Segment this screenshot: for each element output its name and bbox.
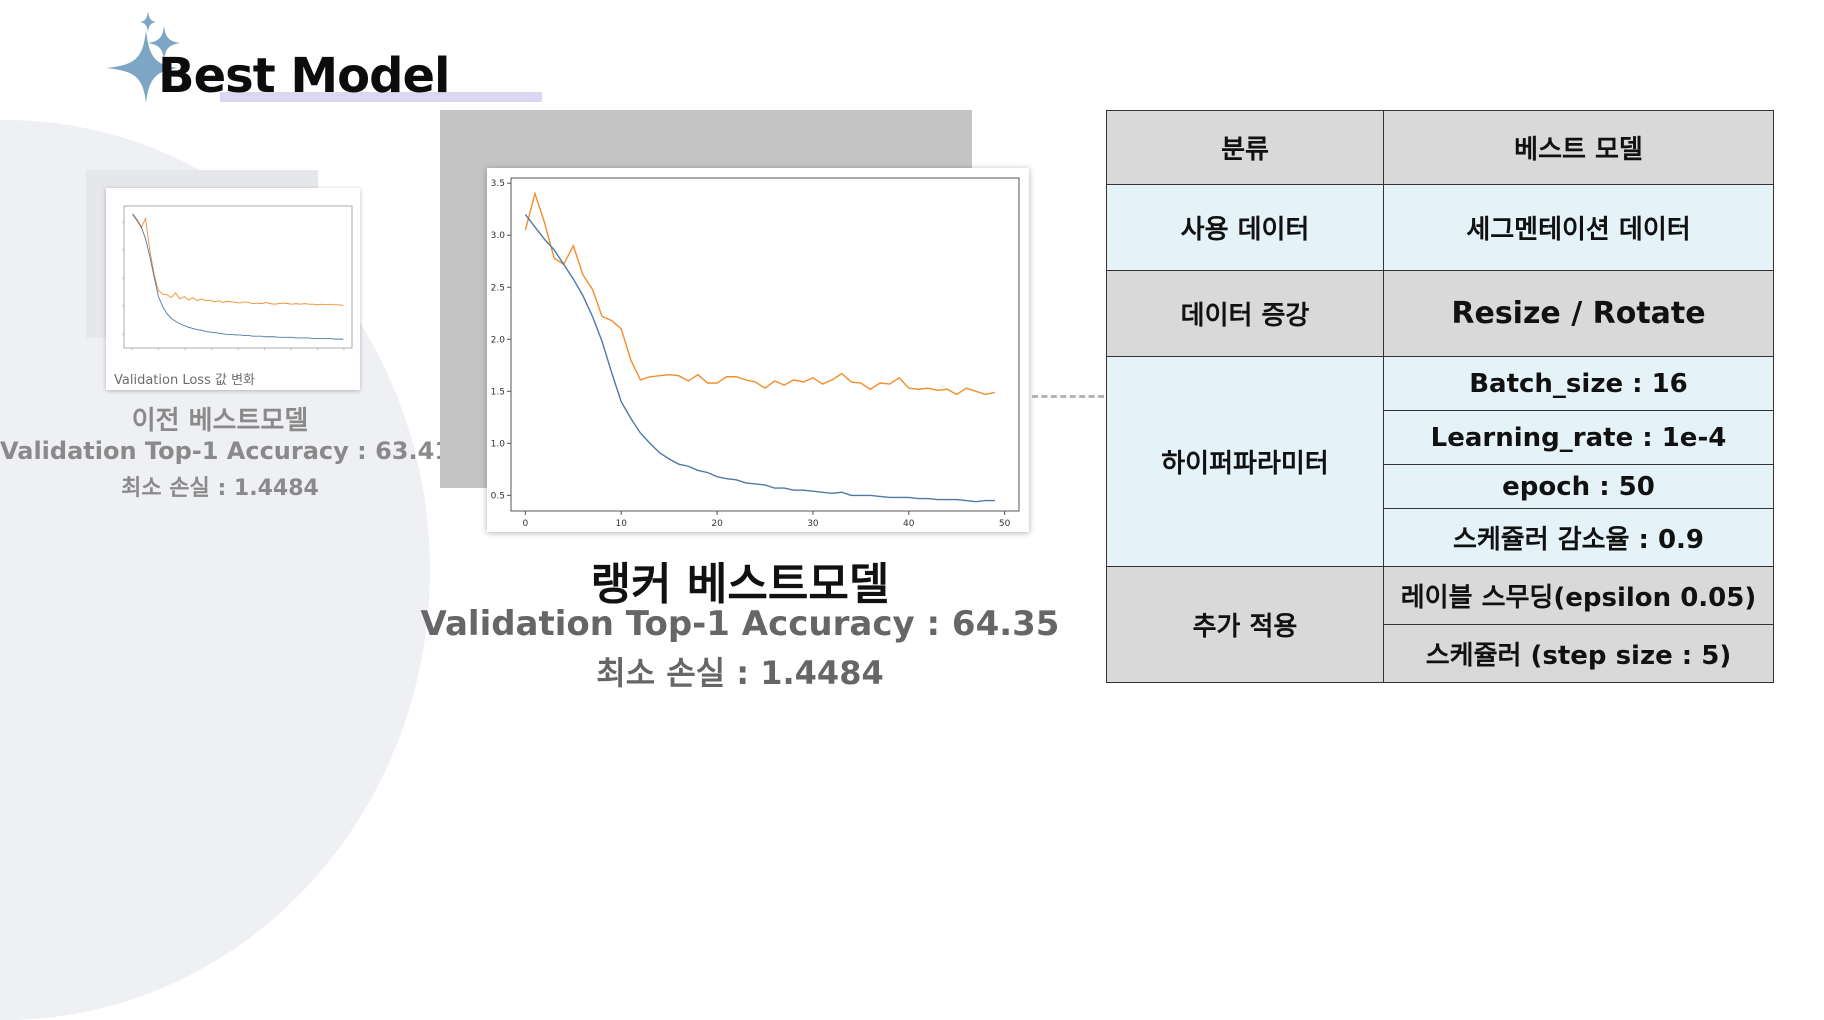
previous-model-loss: 최소 손실 : 1.4484 bbox=[121, 476, 319, 501]
hyperparameter-item: Batch_size : 16 bbox=[1383, 356, 1774, 411]
blue-series-line bbox=[132, 213, 344, 340]
row-value-augmentation: Resize / Rotate bbox=[1383, 270, 1774, 357]
hyperparameter-item: 스케쥴러 감소율 : 0.9 bbox=[1383, 508, 1774, 567]
previous-model-label: 이전 베스트모델 bbox=[131, 406, 309, 436]
table-row: 스케쥴러 감소율 : 0.9 bbox=[1107, 508, 1774, 567]
ranker-model-accuracy: Validation Top-1 Accuracy : 64.35 bbox=[420, 604, 1060, 644]
orange-series-line bbox=[524, 191, 996, 396]
title-underline bbox=[220, 92, 542, 102]
previous-model-accuracy: Validation Top-1 Accuracy : 63.41 bbox=[0, 437, 452, 465]
orange-series-line bbox=[132, 214, 344, 306]
extra-item: 스케쥴러 (step size : 5) bbox=[1383, 624, 1774, 683]
row-value-data: 세그멘테이션 데이터 bbox=[1383, 184, 1774, 271]
y-tick-label: 2.5 bbox=[491, 283, 505, 293]
x-tick-label: 20 bbox=[711, 519, 723, 529]
table-row: 하이퍼파라미터 Batch_size : 16 bbox=[1106, 356, 1774, 567]
x-tick-label: 50 bbox=[999, 519, 1011, 529]
title-block: Best Model bbox=[100, 8, 542, 104]
table-row: Learning_rate : 1e-4 bbox=[1107, 410, 1774, 465]
y-tick-label: 1.0 bbox=[491, 439, 506, 449]
page-title: Best Model bbox=[158, 48, 450, 104]
y-tick-label: 3.5 bbox=[491, 179, 505, 189]
table-row: 데이터 증강 Resize / Rotate bbox=[1106, 270, 1774, 357]
table-row: 추가 적용 레이블 스무딩(epsilon 0.05) bbox=[1106, 566, 1774, 683]
ranker-model-loss: 최소 손실 : 1.4484 bbox=[596, 654, 884, 692]
extra-item: 레이블 스무딩(epsilon 0.05) bbox=[1383, 566, 1774, 625]
y-tick-label: 0.5 bbox=[491, 491, 505, 501]
y-tick-label: 2.0 bbox=[491, 335, 506, 345]
ranker-loss-chart: 0 10 20 30 40 50 0.5 1.0 1.5 2.0 2.5 3.0 3.5 bbox=[491, 177, 1020, 529]
x-tick-label: 0 bbox=[523, 519, 529, 529]
x-tick-label: 10 bbox=[615, 519, 627, 529]
header-best-model: 베스트 모델 bbox=[1383, 110, 1774, 185]
y-tick-label: 1.5 bbox=[491, 387, 505, 397]
x-tick-label: 30 bbox=[807, 519, 819, 529]
x-tick-label: 40 bbox=[903, 519, 915, 529]
sparkle-icon bbox=[106, 11, 180, 103]
row-label-augmentation: 데이터 증강 bbox=[1106, 270, 1384, 357]
table-header-row: 분류 베스트 모델 bbox=[1106, 110, 1774, 185]
row-label-data: 사용 데이터 bbox=[1106, 184, 1384, 271]
blue-series-line bbox=[524, 213, 996, 503]
plot-frame bbox=[123, 205, 353, 349]
plot-frame bbox=[510, 177, 1020, 512]
main-chart-card: 0 10 20 30 40 50 0.5 1.0 1.5 2.0 2.5 3.0 3.5 bbox=[487, 168, 1029, 532]
table-row: epoch : 50 bbox=[1107, 464, 1774, 509]
table-row: 스케쥴러 (step size : 5) bbox=[1107, 624, 1774, 683]
hyperparameter-item: epoch : 50 bbox=[1383, 464, 1774, 509]
best-model-spec-table: 분류 베스트 모델 사용 데이터 세그멘테이션 데이터 데이터 증강 Resiz… bbox=[1106, 110, 1774, 683]
y-tick-label: 3.0 bbox=[491, 231, 506, 241]
previous-loss-chart bbox=[122, 205, 353, 350]
previous-chart-caption: Validation Loss 값 변화 bbox=[114, 373, 255, 388]
table-row: 사용 데이터 세그멘테이션 데이터 bbox=[1106, 184, 1774, 271]
previous-chart-card: Validation Loss 값 변화 bbox=[106, 188, 360, 390]
row-label-hyperparameters: 하이퍼파라미터 bbox=[1106, 356, 1384, 567]
dashed-connector bbox=[1032, 395, 1104, 398]
ranker-model-label: 랭커 베스트모델 bbox=[590, 559, 890, 610]
header-category: 분류 bbox=[1106, 110, 1384, 185]
hyperparameter-item: Learning_rate : 1e-4 bbox=[1383, 410, 1774, 465]
row-label-extra: 추가 적용 bbox=[1106, 566, 1384, 683]
